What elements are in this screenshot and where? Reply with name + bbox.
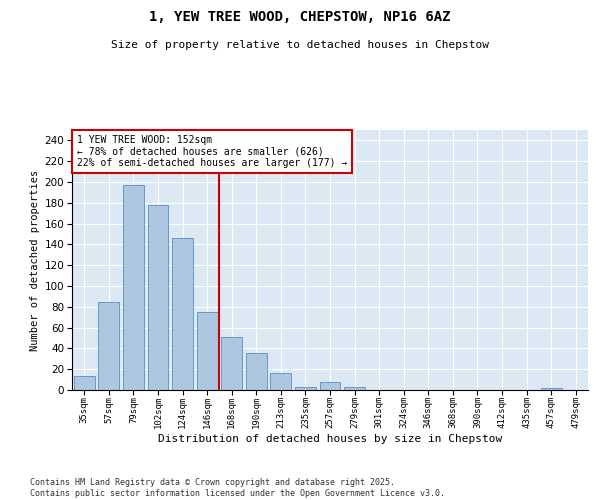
X-axis label: Distribution of detached houses by size in Chepstow: Distribution of detached houses by size … bbox=[158, 434, 502, 444]
Bar bbox=[344, 387, 365, 390]
Bar bbox=[172, 238, 193, 390]
Text: 1, YEW TREE WOOD, CHEPSTOW, NP16 6AZ: 1, YEW TREE WOOD, CHEPSTOW, NP16 6AZ bbox=[149, 10, 451, 24]
Bar bbox=[74, 376, 95, 390]
Bar bbox=[123, 185, 144, 390]
Bar bbox=[320, 382, 340, 390]
Bar bbox=[221, 337, 242, 390]
Bar bbox=[197, 312, 218, 390]
Bar bbox=[148, 205, 169, 390]
Y-axis label: Number of detached properties: Number of detached properties bbox=[31, 170, 40, 350]
Bar bbox=[246, 352, 267, 390]
Text: Size of property relative to detached houses in Chepstow: Size of property relative to detached ho… bbox=[111, 40, 489, 50]
Bar bbox=[98, 302, 119, 390]
Text: Contains HM Land Registry data © Crown copyright and database right 2025.
Contai: Contains HM Land Registry data © Crown c… bbox=[30, 478, 445, 498]
Bar bbox=[271, 374, 292, 390]
Text: 1 YEW TREE WOOD: 152sqm
← 78% of detached houses are smaller (626)
22% of semi-d: 1 YEW TREE WOOD: 152sqm ← 78% of detache… bbox=[77, 135, 347, 168]
Bar bbox=[295, 387, 316, 390]
Bar bbox=[541, 388, 562, 390]
